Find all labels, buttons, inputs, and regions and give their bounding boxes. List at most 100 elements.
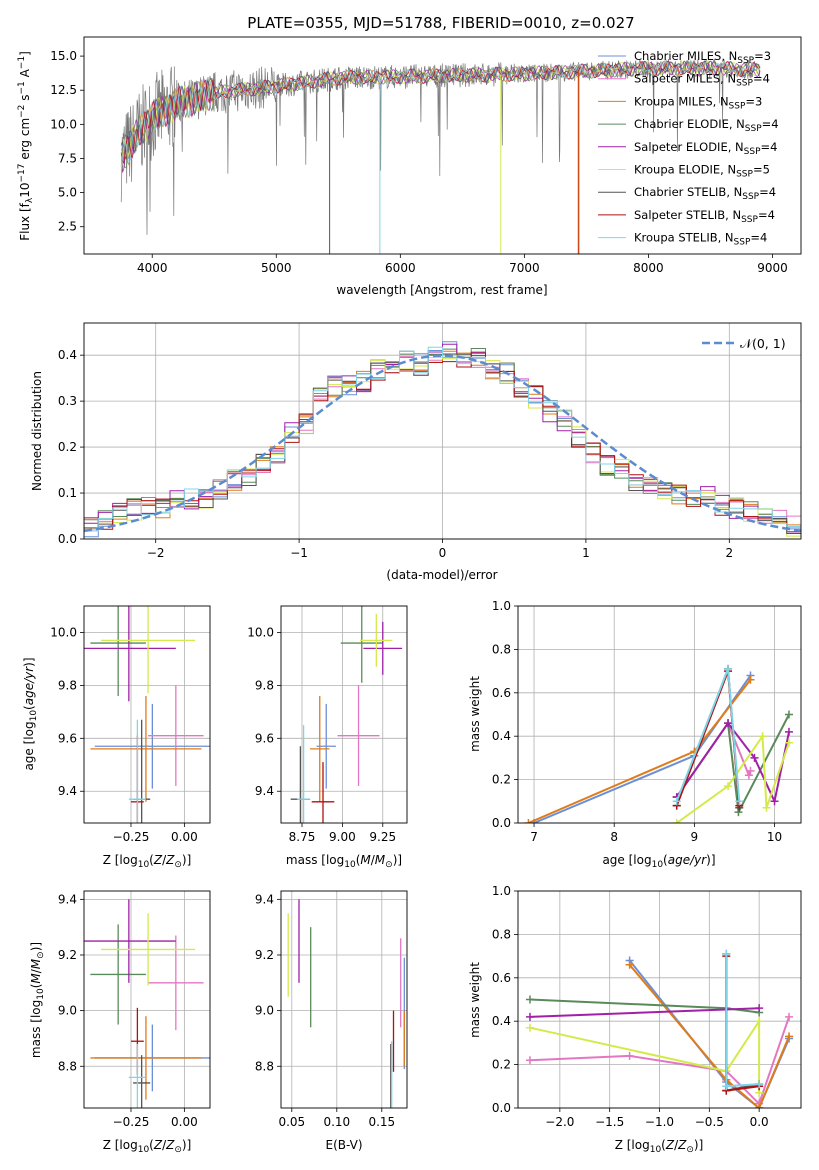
y-tick-label: 15.0 xyxy=(50,49,77,63)
plot-area xyxy=(290,606,403,823)
legend-label: 𝒩(0, 1) xyxy=(740,336,786,351)
label-part: mass [log xyxy=(286,853,344,867)
series-marker xyxy=(784,738,793,747)
panel-mass_vs_EBV: 0.05 0.10 0.15 8.8 9.0 9.2 9.4 E(B-V) xyxy=(255,890,408,1152)
label-part: )] xyxy=(393,853,402,867)
label-part: Kroupa STELIB, N xyxy=(634,231,734,245)
panel-spectrum: 4000 5000 6000 7000 8000 9000 2.5 5.0 7.5 10.0 12.… xyxy=(17,36,802,297)
label-part: M xyxy=(360,853,371,867)
series-marker xyxy=(758,732,767,741)
label-part: −2 xyxy=(17,105,27,118)
label-part: )] xyxy=(29,942,43,951)
axes-frame xyxy=(83,890,211,1109)
y-tick-label: 10.0 xyxy=(247,625,274,639)
y-tick-label: 0.6 xyxy=(492,971,511,985)
axes-frame xyxy=(280,605,408,824)
label-part: ⊙ xyxy=(174,860,182,870)
x-tick-label: 5000 xyxy=(261,261,292,275)
label-part: / xyxy=(162,853,167,867)
x-tick-label: 7 xyxy=(530,830,538,844)
x-tick-label: 0 xyxy=(439,546,447,560)
series-marker xyxy=(755,1017,764,1026)
label-part: )] xyxy=(694,1138,703,1152)
plot-area xyxy=(84,606,210,823)
plot-area xyxy=(84,341,801,539)
series-marker xyxy=(525,1056,534,1065)
label-part: age/yr xyxy=(668,853,707,867)
axes-frame xyxy=(280,890,408,1109)
label-part: =3 xyxy=(754,49,771,63)
plot-area xyxy=(524,664,793,823)
label-part: =4 xyxy=(761,140,778,154)
y-tick-label: 8.8 xyxy=(255,1059,274,1073)
label-part: Z xyxy=(677,1138,687,1152)
label-part: ⊙ xyxy=(686,1145,694,1155)
series-marker xyxy=(784,727,793,736)
label-part: Chabrier ELODIE, N xyxy=(634,117,745,131)
y-axis-label: mass weight xyxy=(468,676,482,752)
label-part: 10 xyxy=(138,860,150,870)
series-marker xyxy=(525,1023,534,1032)
y-tick-label: 8.8 xyxy=(58,1059,77,1073)
axes-frame xyxy=(517,605,802,824)
x-axis-label: E(B-V) xyxy=(325,1138,362,1152)
label-part: SSP xyxy=(736,170,753,180)
series-marker xyxy=(524,819,533,823)
label-part: =3 xyxy=(745,94,762,108)
x-tick-label: 8 xyxy=(610,830,618,844)
label-part: Flux [f xyxy=(18,202,32,240)
label-part: erg cm xyxy=(18,118,32,164)
x-axis-label: age [log10(age/yr)] xyxy=(602,853,715,870)
plot-area xyxy=(287,899,405,1108)
label-part: Z xyxy=(153,1138,163,1152)
y-tick-label: 9.8 xyxy=(58,678,77,692)
label-part: M xyxy=(375,853,386,867)
series-marker xyxy=(785,1012,794,1021)
y-tick-label: 12.5 xyxy=(50,83,77,97)
spectrum-model-line xyxy=(120,60,761,169)
series-marker xyxy=(746,766,755,775)
y-tick-label: 0.3 xyxy=(58,394,77,408)
y-tick-label: 0.0 xyxy=(58,532,77,546)
label-part: ( xyxy=(663,853,668,867)
label-part: =5 xyxy=(753,163,770,177)
label-part: 10 xyxy=(650,1145,662,1155)
series-marker xyxy=(724,782,733,791)
y-tick-label: 2.5 xyxy=(58,220,77,234)
y-tick-label: 9.4 xyxy=(58,784,77,798)
label-part: Chabrier STELIB, N xyxy=(634,185,742,199)
series-marker xyxy=(784,710,793,719)
label-part: 10 xyxy=(344,860,356,870)
series-marker xyxy=(785,1032,794,1041)
label-part: Z [log xyxy=(103,853,138,867)
series-line xyxy=(725,953,760,1092)
y-tick-label: 9.4 xyxy=(255,892,274,906)
x-axis-label: Z [log10(Z/Z⊙)] xyxy=(103,1138,192,1155)
series-marker xyxy=(722,1082,731,1091)
spectrum-model-line xyxy=(120,60,761,174)
label-part: ⊙ xyxy=(174,1145,182,1155)
label-part: / xyxy=(162,1138,167,1152)
y-tick-label: 9.8 xyxy=(255,678,274,692)
label-part: age [log xyxy=(22,721,36,770)
plot-area xyxy=(84,899,210,1108)
label-part: =4 xyxy=(750,231,767,245)
y-tick-label: 0.2 xyxy=(492,773,511,787)
plot-area xyxy=(525,949,794,1108)
x-axis-label: mass [log10(M/M⊙)] xyxy=(286,853,402,870)
x-tick-label: 2 xyxy=(725,546,733,560)
label-part: −1 xyxy=(17,81,27,94)
legend-label: Salpeter STELIB, NSSP=4 xyxy=(634,208,775,225)
y-axis-label: mass [log10(M/M⊙)] xyxy=(29,942,46,1058)
x-tick-label: 9.00 xyxy=(329,830,356,844)
label-part: Kroupa MILES, N xyxy=(634,94,729,108)
label-part: mass [log xyxy=(29,1000,43,1058)
label-part: 10 xyxy=(18,183,32,198)
series-marker xyxy=(525,1012,534,1021)
x-tick-label: −0.25 xyxy=(113,830,150,844)
label-part: Kroupa ELODIE, N xyxy=(634,163,736,177)
x-tick-label: 4000 xyxy=(137,261,168,275)
legend-label: Kroupa MILES, NSSP=3 xyxy=(634,94,762,111)
series-line xyxy=(725,953,760,1088)
